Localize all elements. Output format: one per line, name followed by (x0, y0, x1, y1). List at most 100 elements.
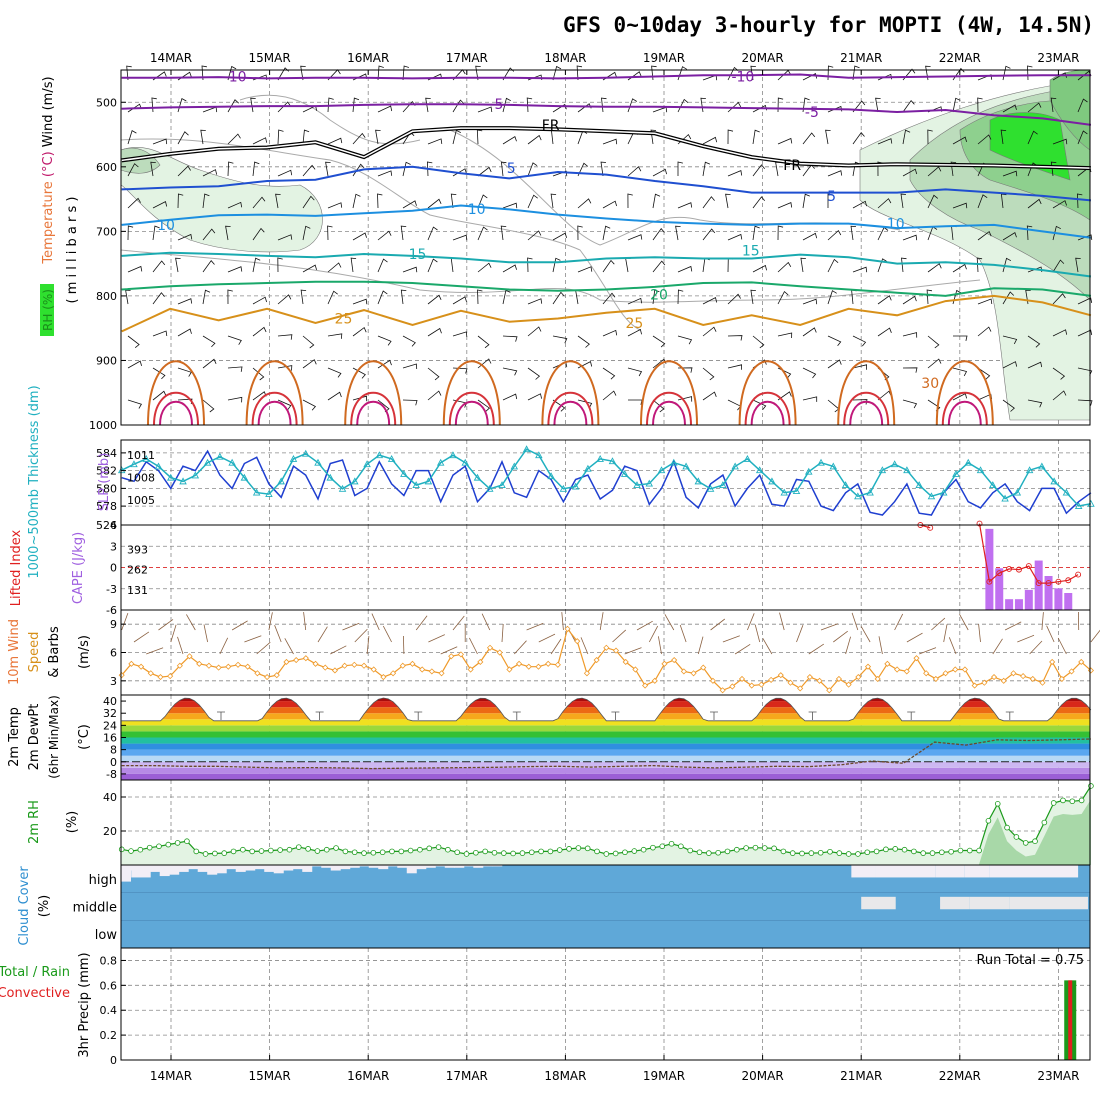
surface-wind-barb (992, 638, 1003, 655)
wind-barb (427, 198, 442, 209)
slp-marker (571, 482, 580, 490)
wind-barb (1050, 161, 1057, 177)
wind-barb (502, 97, 511, 113)
y-tick-label: 0.4 (100, 1004, 118, 1017)
date-label-bottom: 18MAR (544, 1069, 586, 1083)
wind-barb (802, 73, 818, 81)
wind-speed-marker (312, 660, 319, 667)
wind-barb (327, 97, 334, 113)
rh-marker (407, 847, 414, 854)
wind-barb (1027, 335, 1041, 348)
surface-wind-barb (440, 646, 458, 655)
wind-speed-marker (826, 687, 833, 694)
cloud-high-gap (349, 865, 360, 868)
panel-background (121, 948, 1090, 1060)
rh-marker (118, 846, 125, 853)
surface-wind-barb (371, 613, 380, 631)
wind-barb (477, 166, 492, 177)
wind-barb (177, 131, 189, 145)
wind-barb (677, 265, 693, 273)
wind-barb (152, 225, 160, 241)
rh-marker (864, 849, 871, 856)
cloud-high-gap (406, 865, 417, 874)
cloud-high-gap (387, 865, 398, 867)
surface-wind-barb (366, 636, 370, 655)
wind-barb (877, 295, 892, 305)
wind-barb (400, 289, 407, 305)
wind-speed-marker (603, 644, 610, 651)
wind-speed-marker (234, 661, 242, 668)
surface-wind-barb (317, 626, 328, 643)
wind-barb (277, 334, 293, 340)
wind-barb (377, 170, 393, 177)
date-label-bottom: 16MAR (347, 1069, 389, 1083)
warm-contour (947, 400, 982, 426)
warm-contour (541, 360, 600, 426)
surface-wind-barb (754, 624, 761, 643)
wind-speed-marker (496, 649, 503, 656)
wind-barb (752, 335, 765, 349)
wind-barb (127, 163, 139, 177)
axis-label-part: Temperature (41, 181, 56, 264)
wind-speed-marker (874, 675, 881, 683)
wind-barb (1027, 198, 1042, 209)
wind-barb (552, 170, 568, 177)
cloud-high-gap (454, 865, 465, 868)
rh-marker (1060, 797, 1066, 804)
rh-marker (603, 851, 610, 857)
cloud-high-gap (131, 865, 142, 878)
wind-barb (377, 105, 393, 113)
wind-barb (327, 225, 333, 241)
warm-contour (159, 400, 193, 426)
rh-marker (799, 850, 805, 857)
cloud-high-gap (207, 865, 218, 875)
slp-marker (645, 479, 654, 487)
wind-barb (352, 97, 360, 113)
cloud-high-gap (283, 865, 294, 871)
wind-barb (777, 391, 792, 401)
axis-label-part: 3hr Precip (mm) (77, 952, 92, 1057)
cloud-high-gap (169, 865, 180, 875)
surface-wind-barb (1041, 612, 1044, 631)
wind-barb (727, 129, 734, 145)
wind-barb (852, 399, 868, 405)
cloud-high-gap (463, 865, 474, 867)
rh2m-ylabel: 2m RH (27, 800, 42, 844)
axis-label-part: Wind (m/s) (41, 76, 56, 151)
rh-marker (706, 850, 712, 856)
wind-barb (927, 194, 939, 209)
date-label-top: 16MAR (347, 51, 389, 65)
wind-barb (352, 193, 361, 209)
wind-speed-marker (147, 670, 154, 677)
wind-speed-marker (690, 670, 697, 677)
slp-marker (878, 466, 887, 474)
temp-band (121, 725, 1090, 732)
wind-barb (500, 225, 507, 241)
warm-contour (738, 360, 797, 426)
slp-marker (167, 473, 175, 481)
axis-label-part: (6hr Min/Max) (47, 695, 61, 779)
rh-marker (696, 849, 703, 856)
y-tick-label: 582 (96, 465, 117, 478)
slp-marker (363, 460, 371, 468)
wind-barb (402, 200, 417, 209)
axis-label-part: (m/s) (77, 635, 92, 669)
wind-barb (1002, 335, 1018, 345)
y-tick-label: -8 (106, 768, 117, 781)
isotherm-line (121, 204, 1092, 239)
rh-marker (687, 847, 693, 854)
wind-barb (552, 291, 565, 305)
surface-wind-barb (648, 625, 659, 643)
axis-label-part: 2m DewPt (27, 704, 42, 771)
surface-wind-barb (231, 620, 248, 631)
wind-speed-marker (535, 663, 542, 670)
wind-barb (651, 65, 657, 81)
wind-speed-marker (806, 673, 813, 681)
temp-band (121, 755, 1090, 762)
surface-wind-barb (1029, 640, 1043, 655)
date-label-bottom: 17MAR (446, 1069, 488, 1083)
panel-frame (120, 69, 1091, 426)
precip-ylabel: 3hr Precip (mm) (77, 952, 92, 1057)
wind-barb (502, 264, 517, 273)
wind-speed-marker (932, 675, 939, 683)
